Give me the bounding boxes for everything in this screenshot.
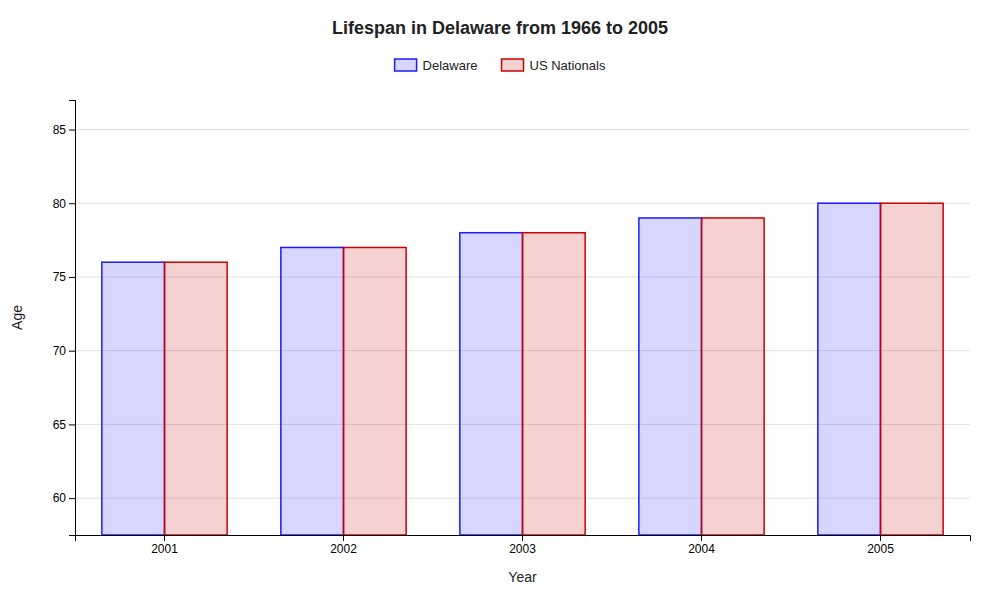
tick-label: 2003: [509, 542, 536, 556]
y-tick: 80: [53, 197, 75, 211]
tick-mark: [701, 535, 702, 541]
y-tick: 75: [53, 270, 75, 284]
legend-label: Delaware: [423, 58, 478, 73]
y-axis: 60 65 70 75 80 85: [53, 101, 76, 536]
tick-mark: [69, 498, 75, 499]
tick-mark: [69, 424, 75, 425]
tick-mark: [69, 203, 75, 204]
tick-mark: [164, 535, 165, 541]
x-tick: 2001: [151, 535, 178, 556]
chart: 2001 2002 2003 2004 2005 60 65 70 75 80 85 Year Age L…: [0, 0, 1000, 600]
y-tick: 70: [53, 344, 75, 358]
grid-line: [75, 129, 970, 130]
title: Lifespan in Delaware from 1966 to 2005: [332, 18, 668, 38]
bar-series: [165, 203, 944, 535]
bar: [460, 233, 523, 535]
y-axis-title: Age: [9, 305, 25, 330]
bar: [102, 262, 165, 535]
y-tick: 85: [53, 123, 75, 137]
tick-label: 60: [53, 491, 67, 505]
plot: 2001 2002 2003 2004 2005 60 65 70 75 80 85: [53, 101, 971, 556]
bar: [281, 247, 344, 535]
tick-label: 75: [53, 270, 67, 284]
legend-swatch: [395, 59, 417, 71]
bar: [702, 218, 765, 535]
x-tick: 2005: [867, 535, 894, 556]
tick-mark: [880, 535, 881, 541]
legend-label: US Nationals: [530, 58, 606, 73]
x-tick: 2003: [509, 535, 536, 556]
legend-item: Delaware: [395, 58, 478, 73]
tick-mark: [69, 277, 75, 278]
tick-label: 85: [53, 123, 67, 137]
tick-label: 70: [53, 344, 67, 358]
tick-mark: [522, 535, 523, 541]
x-axis-title: Year: [508, 569, 537, 585]
bar: [881, 203, 944, 535]
bars: [102, 203, 943, 535]
bar: [165, 262, 228, 535]
tick-label: 2005: [867, 542, 894, 556]
tick-label: 65: [53, 418, 67, 432]
bar: [639, 218, 702, 535]
x-tick: 2004: [688, 535, 715, 556]
y-tick: 65: [53, 418, 75, 432]
tick-label: 2001: [151, 542, 178, 556]
legend: Delaware US Nationals: [395, 58, 606, 73]
y-tick: 60: [53, 491, 75, 505]
legend-swatch: [502, 59, 524, 71]
bar: [344, 247, 407, 535]
tick-label: 2004: [688, 542, 715, 556]
legend-item: US Nationals: [502, 58, 606, 73]
tick-mark: [69, 129, 75, 130]
x-tick: 2002: [330, 535, 357, 556]
tick-label: 2002: [330, 542, 357, 556]
tick-mark: [69, 351, 75, 352]
tick-mark: [343, 535, 344, 541]
axis-line: [69, 101, 76, 536]
x-axis: 2001 2002 2003 2004 2005: [76, 535, 971, 556]
bar-series: [102, 203, 881, 535]
axis-line: [76, 536, 971, 542]
bar: [523, 233, 586, 535]
bar: [818, 203, 881, 535]
tick-label: 80: [53, 197, 67, 211]
